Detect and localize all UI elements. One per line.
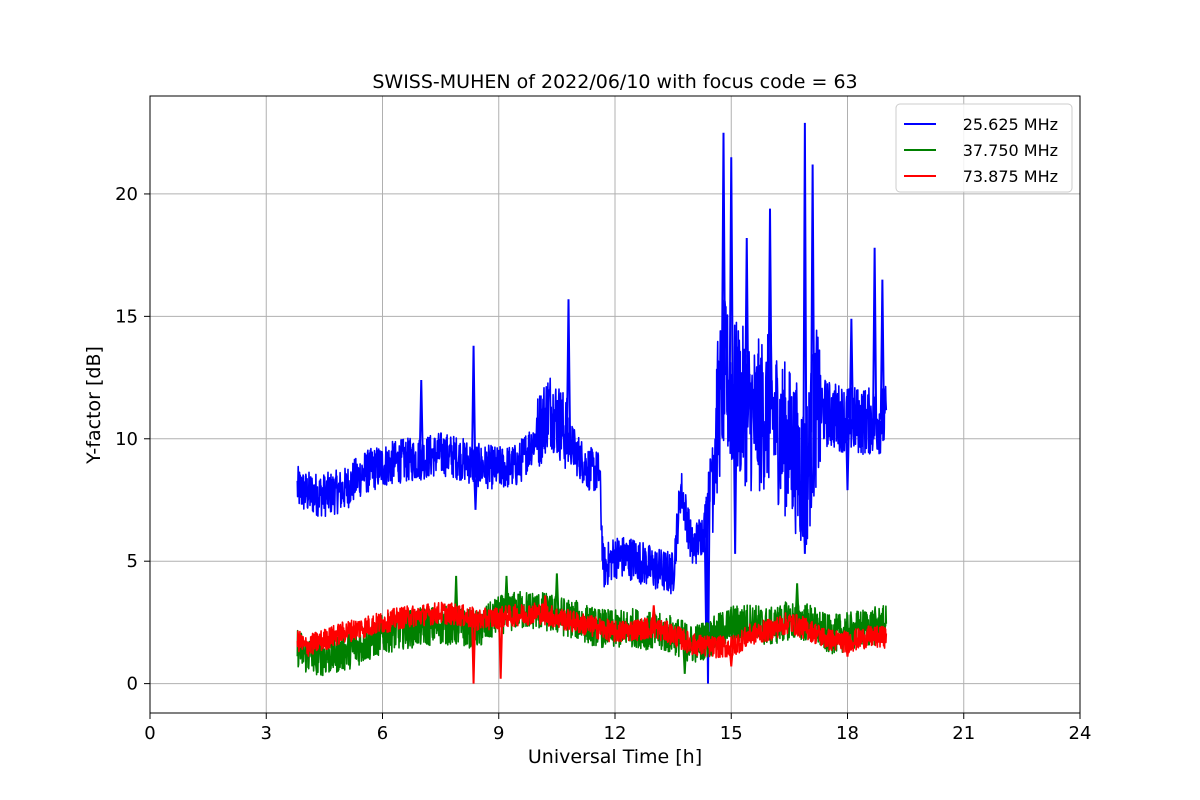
- y-tick-label: 5: [127, 551, 138, 572]
- legend-label: 73.875 MHz: [963, 167, 1058, 186]
- series-2: [296, 595, 888, 684]
- x-tick-label: 15: [720, 723, 743, 744]
- series-dip: [682, 640, 688, 674]
- series-layer: [296, 122, 888, 684]
- series-dip: [728, 646, 734, 667]
- legend-label: 37.750 MHz: [963, 141, 1058, 160]
- series-spike: [728, 157, 734, 395]
- x-tick-label: 12: [604, 723, 627, 744]
- series-dip: [471, 618, 477, 684]
- x-tick-label: 6: [377, 723, 388, 744]
- ticks: 0 3 6 9 12 15 18 21 24 0 5 10 15 20: [115, 184, 1091, 744]
- series-dip: [472, 464, 479, 510]
- x-tick-label: 18: [836, 723, 859, 744]
- series-spike: [848, 318, 854, 420]
- series-dip: [705, 496, 711, 684]
- series-spike: [565, 299, 572, 439]
- legend-label: 25.625 MHz: [963, 115, 1058, 134]
- x-tick-label: 0: [144, 723, 155, 744]
- legend: 25.625 MHz 37.750 MHz 73.875 MHz: [895, 103, 1073, 193]
- series-dip: [314, 655, 320, 672]
- series-spike: [720, 132, 727, 376]
- series-spike: [471, 345, 477, 464]
- x-tick-label: 21: [952, 723, 975, 744]
- series-spike: [879, 279, 885, 420]
- series-spike: [767, 208, 773, 410]
- series-spike: [794, 583, 800, 621]
- series-dip: [844, 419, 851, 491]
- series-spike: [503, 575, 510, 614]
- y-axis-label: Y-factor [dB]: [83, 346, 105, 465]
- series-dip: [732, 397, 738, 554]
- y-tick-label: 10: [115, 429, 138, 450]
- y-tick-label: 20: [115, 184, 138, 205]
- series-spike: [542, 595, 548, 615]
- x-tick-label: 24: [1069, 723, 1092, 744]
- series-dip: [498, 617, 504, 679]
- series-spike: [872, 247, 878, 421]
- series-dip: [844, 641, 851, 657]
- y-tick-label: 0: [127, 674, 138, 695]
- legend-box: [895, 103, 1073, 193]
- series-spike: [554, 573, 560, 616]
- series-spike: [802, 122, 808, 483]
- y-tick-label: 15: [115, 306, 138, 327]
- series-dip: [802, 482, 808, 554]
- series-line: [296, 299, 888, 595]
- x-tick-label: 3: [261, 723, 272, 744]
- x-tick-label: 9: [493, 723, 504, 744]
- chart-title: SWISS-MUHEN of 2022/06/10 with focus cod…: [372, 71, 857, 93]
- series-line: [296, 601, 888, 659]
- x-axis-label: Universal Time [h]: [528, 746, 702, 768]
- series-0: [296, 122, 888, 684]
- series-spike: [651, 605, 657, 628]
- series-spike: [418, 379, 424, 459]
- series-spike: [810, 164, 816, 433]
- series-spike: [744, 237, 750, 410]
